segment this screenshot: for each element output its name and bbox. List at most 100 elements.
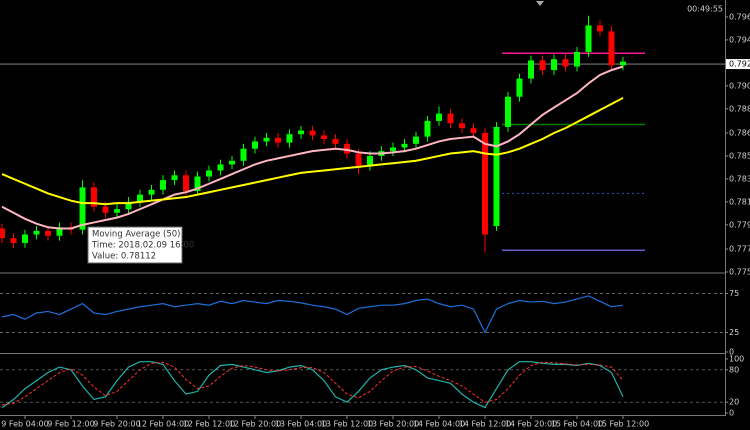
tooltip: Moving Average (50)Time: 2018.02.09 16:0…: [87, 226, 194, 264]
y-tick-label: 0.7926: [729, 60, 750, 69]
candle-body: [551, 59, 557, 71]
line-series: [1, 361, 624, 409]
candle-body: [206, 170, 212, 177]
candle-body: [275, 137, 281, 143]
y-tick-label: 80: [729, 365, 739, 374]
candle-body: [620, 61, 626, 66]
candle-body: [194, 176, 201, 192]
tooltip-line: Time: 2018.02.09 16:00: [91, 241, 194, 251]
candle-body: [79, 187, 86, 230]
candle-body: [286, 134, 293, 143]
candle-body: [597, 25, 603, 32]
x-tick-label: 9 Feb 12:00: [47, 420, 94, 429]
line-series: [1, 361, 624, 406]
candle-body: [516, 78, 523, 97]
candle-body: [137, 194, 143, 202]
tooltip-title: Moving Average (50): [92, 230, 180, 240]
candle-body: [390, 147, 396, 152]
candle-body: [183, 175, 189, 192]
candle-body: [33, 230, 40, 235]
candle-body: [114, 209, 120, 213]
candle-body: [608, 31, 615, 66]
candle-body: [171, 175, 178, 181]
y-tick-label: 0.7908: [729, 81, 750, 90]
candle-body: [22, 234, 28, 243]
candle-body: [148, 189, 155, 195]
line-series: [1, 295, 624, 334]
candle-body: [528, 60, 534, 79]
candle-body: [160, 180, 166, 190]
candle-body: [585, 25, 592, 52]
candle-body: [332, 139, 339, 144]
line-series: [1, 65, 624, 230]
x-tick-label: 12 Feb 20:00: [229, 420, 281, 429]
candle-body: [252, 141, 258, 149]
candle-body: [355, 153, 362, 166]
x-tick-label: 9 Feb 04:00: [1, 420, 48, 429]
y-tick-label: 0: [729, 348, 734, 357]
candle-body: [56, 227, 63, 236]
y-tick-label: 75: [729, 289, 739, 298]
x-tick-label: 14 Feb 20:00: [505, 420, 557, 429]
candle-body: [470, 128, 477, 133]
x-tick-label: 13 Feb 04:00: [275, 420, 327, 429]
shift-marker: [536, 1, 544, 6]
y-tick-label: 0.7869: [729, 128, 750, 137]
x-tick-label: 14 Feb 04:00: [413, 420, 465, 429]
x-tick-label: 14 Feb 12:00: [459, 420, 511, 429]
x-tick-label: 12 Feb 04:00: [137, 420, 189, 429]
y-tick-label: 100: [729, 355, 744, 364]
candle-body: [263, 137, 270, 142]
y-tick-label: 0.7946: [729, 35, 750, 44]
candle-body: [344, 143, 350, 154]
candle-body: [459, 123, 465, 129]
candle-body: [413, 136, 419, 144]
line-series: [1, 97, 624, 206]
candle-body: [574, 51, 580, 67]
candle-body: [505, 96, 511, 127]
candle-body: [482, 132, 488, 235]
candle-body: [424, 120, 431, 137]
candle-body: [367, 155, 373, 166]
candle-body: [562, 59, 569, 67]
y-tick-label: 20: [729, 398, 739, 407]
tooltip-box: [87, 226, 183, 264]
candle-body: [102, 206, 109, 213]
candle-body: [91, 187, 97, 207]
price-box: [726, 59, 750, 70]
candle-body: [125, 201, 132, 210]
candle-body: [240, 148, 247, 161]
candle-body: [229, 160, 235, 165]
candle-body: [45, 230, 51, 236]
x-tick-label: 13 Feb 12:00: [321, 420, 373, 429]
y-tick-label: 0.7889: [729, 104, 750, 113]
candle-body: [401, 143, 408, 148]
y-tick-label: 25: [729, 328, 739, 337]
candle-body: [539, 60, 546, 71]
candle-body: [0, 228, 5, 239]
x-tick-label: 15 Feb 12:00: [597, 420, 649, 429]
x-tick-label: 9 Feb 20:00: [93, 420, 140, 429]
x-tick-label: 13 Feb 20:00: [367, 420, 419, 429]
tooltip-line: Value: 0.78112: [92, 252, 156, 262]
clock: 00:49:55: [687, 5, 723, 14]
candle-body: [298, 130, 304, 135]
candle-body: [217, 164, 224, 171]
y-tick-label: 0.7812: [729, 197, 750, 206]
y-tick-label: 0.7754: [729, 268, 750, 277]
candle-body: [493, 126, 500, 227]
candle-body: [309, 130, 316, 136]
y-tick-label: 0.7793: [729, 220, 750, 229]
x-tick-label: 15 Feb 04:00: [551, 420, 603, 429]
y-tick-label: 0.7773: [729, 245, 750, 254]
y-tick-label: 0.7965: [729, 12, 750, 21]
x-tick-label: 12 Feb 12:00: [183, 420, 235, 429]
candle-body: [436, 113, 442, 121]
candle-body: [447, 113, 454, 124]
candle-body: [10, 238, 17, 243]
y-tick-label: 0: [729, 409, 734, 418]
candle-body: [321, 135, 327, 140]
